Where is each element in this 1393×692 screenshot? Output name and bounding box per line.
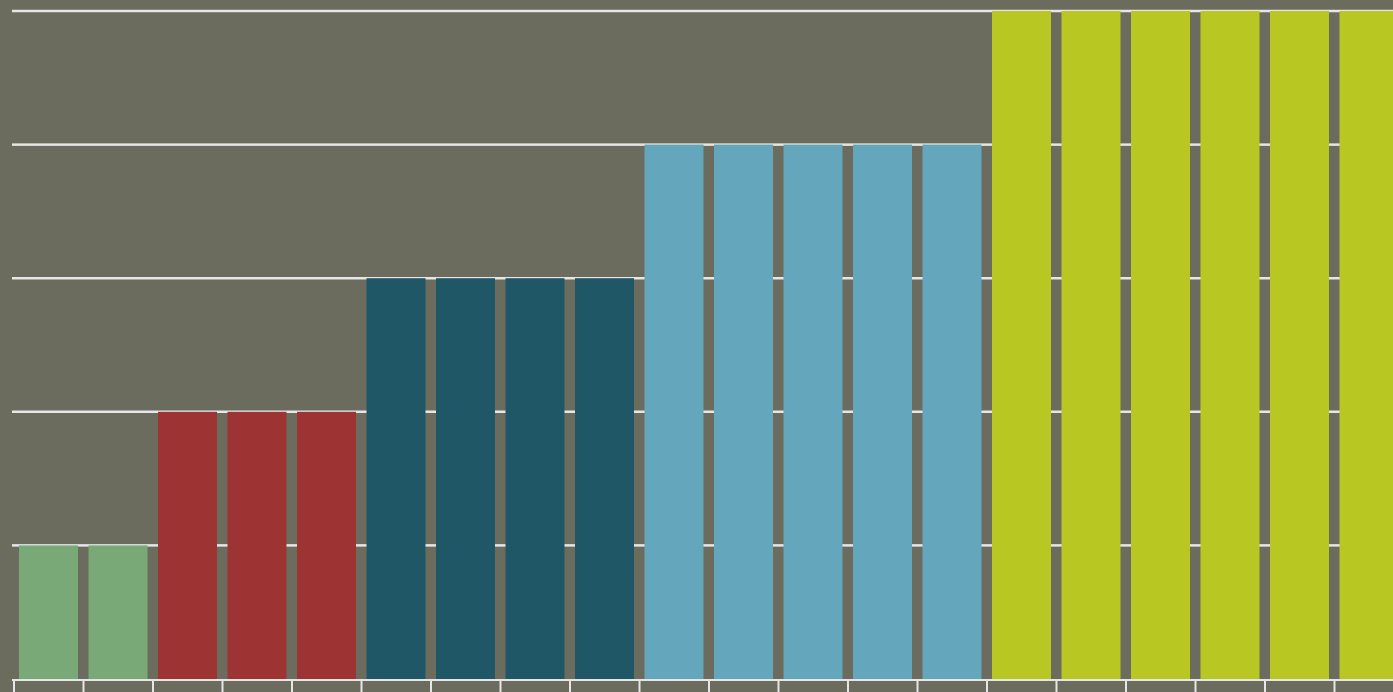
bar-9 — [575, 278, 634, 679]
bar-4 — [227, 411, 287, 679]
bar-10 — [644, 144, 704, 680]
bar-11 — [714, 144, 773, 680]
bar-3 — [158, 411, 217, 679]
bar-7 — [436, 278, 495, 679]
bar-15 — [992, 11, 1051, 679]
bar-18 — [1200, 11, 1260, 679]
bar-13 — [853, 144, 912, 680]
bar-14 — [922, 144, 982, 680]
bar-8 — [505, 278, 565, 679]
bar-20 — [1339, 11, 1393, 679]
bar-1 — [19, 545, 78, 679]
bar-2 — [88, 545, 148, 679]
bar-6 — [366, 278, 426, 679]
bar-17 — [1131, 11, 1190, 679]
bar-16 — [1061, 11, 1121, 679]
bars — [19, 11, 1393, 680]
bar-19 — [1270, 11, 1329, 679]
bar-12 — [783, 144, 843, 680]
bar-5 — [297, 411, 356, 679]
x-axis — [12, 679, 1393, 692]
